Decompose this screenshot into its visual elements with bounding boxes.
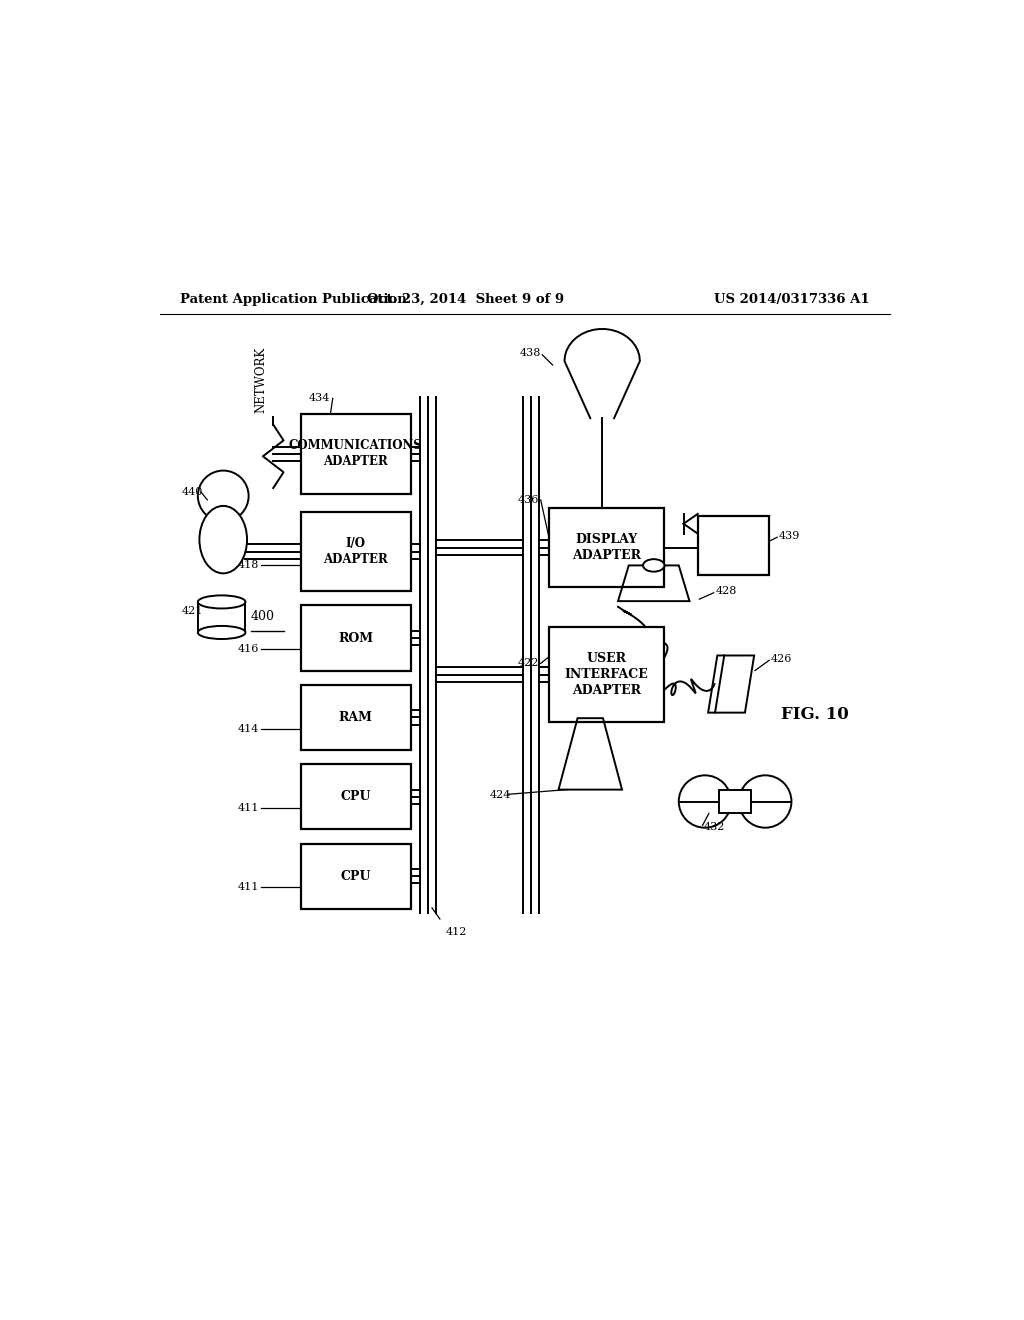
Text: 434: 434 (309, 393, 331, 404)
Text: Patent Application Publication: Patent Application Publication (179, 293, 407, 306)
Text: 414: 414 (238, 723, 259, 734)
Text: 440: 440 (182, 487, 204, 498)
Text: 411: 411 (238, 803, 259, 813)
Text: USER
INTERFACE
ADAPTER: USER INTERFACE ADAPTER (564, 652, 648, 697)
Bar (301, 764, 411, 829)
Ellipse shape (198, 626, 246, 639)
Text: 412: 412 (445, 927, 467, 937)
Text: 422: 422 (518, 659, 539, 668)
Text: 424: 424 (489, 791, 511, 800)
Text: 400: 400 (251, 610, 275, 623)
Text: 436: 436 (518, 495, 539, 506)
Bar (301, 843, 411, 908)
Bar (301, 606, 411, 671)
Ellipse shape (643, 560, 665, 572)
Text: 418: 418 (238, 560, 259, 570)
Text: NETWORK: NETWORK (255, 346, 268, 413)
Bar (301, 685, 411, 750)
Text: DISPLAY
ADAPTER: DISPLAY ADAPTER (571, 533, 641, 562)
Text: 426: 426 (771, 653, 793, 664)
Text: 416: 416 (238, 644, 259, 655)
Text: 438: 438 (519, 348, 541, 358)
Text: 428: 428 (715, 586, 736, 597)
Bar (719, 789, 751, 813)
Text: CPU: CPU (341, 791, 371, 804)
Text: COMMUNICATIONS
ADAPTER: COMMUNICATIONS ADAPTER (289, 440, 423, 469)
Text: CPU: CPU (341, 870, 371, 883)
Text: Oct. 23, 2014  Sheet 9 of 9: Oct. 23, 2014 Sheet 9 of 9 (367, 293, 564, 306)
Ellipse shape (198, 595, 246, 609)
Bar (301, 414, 411, 494)
Ellipse shape (200, 506, 247, 573)
Text: 411: 411 (238, 882, 259, 892)
Bar (549, 627, 664, 722)
Bar (301, 512, 411, 591)
Text: I/O
ADAPTER: I/O ADAPTER (324, 537, 388, 566)
Text: RAM: RAM (339, 711, 373, 723)
Text: 421: 421 (182, 606, 204, 616)
Bar (198, 602, 246, 632)
Text: ROM: ROM (338, 631, 374, 644)
Text: FIG. 10: FIG. 10 (780, 706, 848, 723)
Bar (697, 516, 769, 576)
Bar (549, 508, 664, 587)
Text: 439: 439 (778, 531, 800, 541)
Text: US 2014/0317336 A1: US 2014/0317336 A1 (715, 293, 870, 306)
Text: 432: 432 (705, 822, 726, 832)
